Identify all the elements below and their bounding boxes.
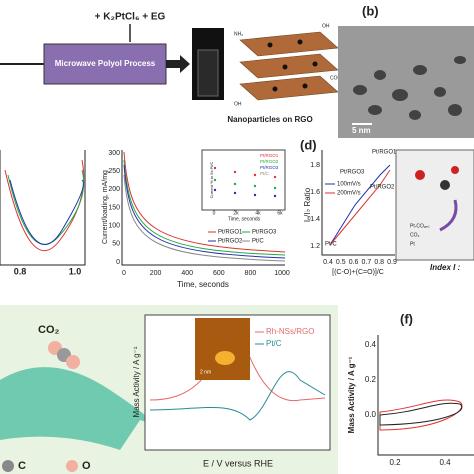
group: OH: [234, 101, 242, 107]
point-label: Pt/RGO2: [370, 185, 395, 191]
x-tick-label: 0.9: [387, 259, 397, 266]
panel-label: (b): [362, 3, 379, 18]
xlabel: E / V versus RHE: [203, 458, 273, 468]
inset-scale: 2 nm: [200, 369, 211, 375]
y-tick-label: 100: [108, 223, 120, 230]
y-tick-label: 1.2: [310, 243, 320, 250]
x-tick-label: 0.7: [362, 259, 372, 266]
y-tick-label: 50: [112, 241, 120, 248]
x-tick-label: 4k: [255, 210, 261, 216]
tick: 0.8: [14, 266, 27, 276]
x-tick-label: 0.2: [389, 458, 401, 467]
group: NH₂: [234, 31, 243, 37]
ylabel: Mass Activity / A g⁻¹: [132, 346, 141, 417]
x-tick-label: 6k: [277, 210, 283, 216]
molecule: CO₂: [38, 324, 60, 336]
panel-label: (d): [300, 137, 317, 152]
inset-legend: Pt/C: [260, 171, 270, 176]
x-tick-label: 0.8: [374, 259, 384, 266]
ylabel: Current/loading, mA/mg: [102, 170, 109, 244]
index: Index I :: [430, 263, 461, 272]
x-tick-label: 0.6: [349, 259, 359, 266]
point-label: Pt/RGO1: [372, 150, 397, 156]
ylabel: Iₑ/I♭ Ratio: [303, 187, 312, 222]
xlabel: Time, seconds: [177, 280, 229, 289]
y-tick-label: 1.6: [310, 189, 320, 196]
reagent: + K₂PtCl₆ + EG: [95, 12, 166, 23]
inset-legend: Pt/RGO1: [260, 153, 279, 158]
y-tick-label: 0.4: [365, 340, 377, 349]
group: OH: [322, 23, 330, 29]
atom: C: [18, 460, 26, 472]
ylabel: Mass Activity / A g⁻¹: [347, 356, 356, 433]
legend: 100mV/s: [337, 182, 361, 188]
y-tick-label: 1.8: [310, 162, 320, 169]
y-tick-label: 0: [116, 259, 120, 266]
panel-e: CO₂ C O 2 nm Rh-NSs/RGO Pt/C Mass Activi…: [0, 305, 338, 474]
point-label: Pt/RGO3: [340, 170, 365, 176]
panel-f: (f) Mass Activity / A g⁻¹: [347, 311, 474, 456]
legend: Pt/C: [252, 239, 264, 245]
x-tick-label: 800: [245, 270, 257, 277]
atom: O: [82, 460, 91, 472]
x-tick-label: 2k: [233, 210, 239, 216]
process: Microwave Polyol Process: [55, 59, 156, 68]
legend: Pt-COₐₙₛ: [410, 223, 430, 229]
scale-bar: 5 nm: [352, 126, 371, 135]
y-tick-label: 300: [108, 150, 120, 157]
panel-d: (d) Iₑ/I♭ Ratio [(C-O)+(C=O)]/C Pt/RGO1 …: [300, 137, 474, 276]
group: COOH: [330, 75, 345, 81]
inset-ylabel: Current % to 5s Pt/C: [209, 162, 214, 199]
y-tick-label: 0.2: [365, 375, 377, 384]
y-tick-label: 150: [108, 204, 120, 211]
inset-legend: Pt/RGO2: [260, 159, 279, 164]
x-tick-label: 600: [213, 270, 225, 277]
tick: 1.0: [69, 266, 82, 276]
x-tick-label: 0: [213, 210, 216, 216]
y-tick-label: 200: [108, 186, 120, 193]
x-tick-label: 0.4: [439, 458, 451, 467]
inset-legend: Pt/RGO3: [260, 165, 279, 170]
x-tick-label: 0.4: [323, 259, 333, 266]
panel-label: (f): [400, 311, 413, 326]
y-tick-label: 250: [108, 168, 120, 175]
y-tick-label: 1.4: [310, 216, 320, 223]
panel-b: (b) 5 nm: [338, 3, 474, 138]
xlabel: [(C-O)+(C=O)]/C: [332, 269, 384, 276]
legend: Pt/RGO1: [218, 230, 243, 236]
x-tick-label: 0: [122, 270, 126, 277]
legend: Pt/RGO2: [218, 239, 243, 245]
y-tick-label: 0.0: [365, 410, 377, 419]
legend: Pt: [410, 241, 415, 247]
x-tick-label: 0.5: [336, 259, 346, 266]
legend: Pt/RGO3: [252, 230, 277, 236]
panel-c-left: 0.8 1.0: [0, 150, 86, 276]
legend: Pt/C: [266, 339, 282, 348]
legend: 200mV/s: [337, 191, 361, 197]
panel-c: Current % to 5s Pt/C Time, seconds Curre…: [102, 149, 286, 289]
panel-a: + K₂PtCl₆ + EG Microwave Polyol Process …: [0, 12, 345, 124]
x-tick-label: 1000: [274, 270, 290, 277]
legend: Rh-NSs/RGO: [266, 327, 314, 336]
product: Nanoparticles on RGO: [227, 115, 312, 124]
legend: CO₂: [410, 232, 420, 238]
x-tick-label: 400: [181, 270, 193, 277]
x-tick-label: 200: [150, 270, 162, 277]
point-label: Pt/C: [325, 242, 337, 248]
inset-xlabel: Time, seconds: [228, 216, 261, 222]
